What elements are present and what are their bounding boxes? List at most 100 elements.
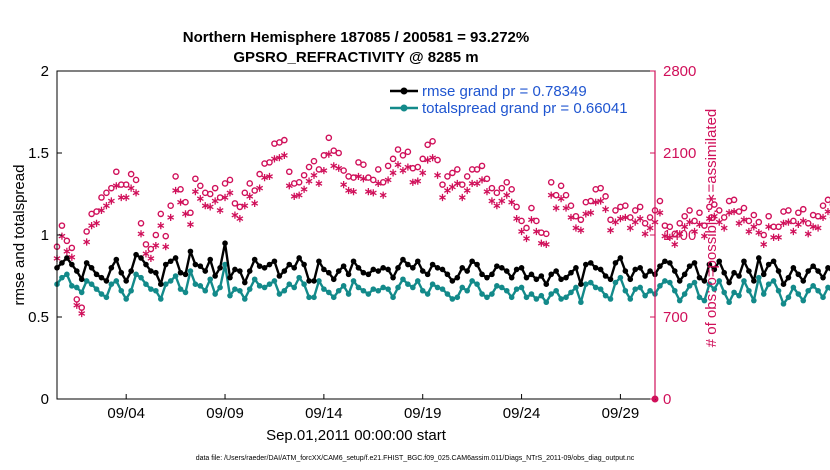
x-axis-label: Sep.01,2011 00:00:00 start — [266, 427, 447, 444]
totalspread-point — [795, 291, 802, 297]
rmse-point — [627, 276, 634, 283]
totalspread-point — [222, 261, 228, 268]
rmse-point — [479, 271, 485, 278]
totalspread-point — [162, 281, 169, 288]
obs-possible-point — [508, 186, 515, 193]
obs-possible-point — [567, 202, 575, 210]
rmse-point — [825, 265, 830, 271]
x-tick-label: 09/24 — [503, 405, 541, 422]
rmse-point — [597, 266, 604, 273]
obs-possible-point — [434, 156, 441, 164]
obs-possible-point — [523, 224, 530, 232]
rmse-point — [246, 268, 253, 274]
obs-assimilated-point — [315, 179, 323, 188]
rmse-point — [237, 268, 243, 274]
x-tick-label: 09/14 — [305, 405, 343, 422]
obs-possible-point — [231, 200, 239, 207]
totalspread-point — [59, 274, 65, 281]
obs-assimilated-point — [251, 199, 259, 207]
obs-assimilated-point — [369, 189, 377, 197]
obs-assimilated-point — [784, 218, 792, 226]
y-left-tick-label: 0 — [41, 391, 49, 408]
totalspread-point — [345, 291, 352, 297]
obs-possible-point — [172, 173, 179, 180]
rmse-point — [98, 274, 105, 281]
rmse-point — [523, 274, 530, 281]
totalspread-point — [266, 281, 273, 288]
obs-assimilated-point — [666, 233, 674, 241]
obs-possible-point — [108, 184, 115, 192]
totalspread-point — [775, 287, 782, 294]
totalspread-point — [721, 289, 727, 296]
totalspread-point — [271, 278, 278, 284]
rmse-point — [696, 274, 703, 281]
totalspread-point — [508, 294, 515, 301]
rmse-point — [439, 266, 446, 273]
data-file-footnote: data file: /Users/raeder/DAI/ATM_forcXX/… — [196, 455, 635, 462]
totalspread-point — [237, 287, 243, 294]
obs-possible-point — [755, 218, 763, 226]
totalspread-point — [553, 287, 559, 294]
obs-assimilated-point — [597, 197, 605, 205]
obs-assimilated-point — [528, 216, 535, 224]
rmse-point — [454, 274, 461, 281]
rmse-point — [508, 274, 515, 281]
totalspread-point — [587, 279, 594, 286]
obs-assimilated-point — [799, 217, 807, 225]
rmse-point — [405, 261, 411, 268]
rmse-point — [242, 279, 248, 286]
rmse-point — [217, 265, 223, 271]
rmse-point — [286, 261, 293, 268]
rmse-point — [390, 274, 396, 281]
obs-assimilated-point — [448, 183, 456, 191]
obs-possible-point — [547, 178, 555, 186]
obs-possible-point — [360, 161, 367, 169]
obs-assimilated-point — [493, 202, 501, 210]
obs-possible-point — [750, 211, 758, 219]
obs-assimilated-point — [231, 211, 239, 219]
totalspread-point — [790, 284, 797, 291]
rmse-point — [795, 271, 802, 278]
obs-possible-point — [760, 231, 768, 239]
obs-assimilated-point — [557, 195, 565, 203]
obs-possible-point — [414, 163, 422, 171]
rmse-point — [810, 263, 816, 269]
obs-possible-point — [137, 219, 145, 227]
totalspread-point — [454, 294, 461, 301]
obs-assimilated-point — [320, 166, 328, 175]
rmse-point — [474, 261, 480, 268]
rmse-point — [592, 265, 599, 271]
rmse-point — [162, 261, 169, 268]
rmse-point — [548, 271, 555, 278]
totalspread-point — [617, 274, 624, 281]
totalspread-point — [148, 286, 154, 292]
obs-possible-point — [58, 222, 66, 229]
obs-possible-point — [157, 210, 165, 218]
obs-possible-point — [226, 176, 234, 184]
rmse-point — [172, 255, 179, 261]
obs-possible-point — [706, 203, 713, 211]
obs-possible-point — [404, 148, 412, 156]
obs-assimilated-point — [419, 169, 427, 177]
rmse-point — [355, 265, 362, 271]
totalspread-point — [410, 284, 416, 291]
rmse-point — [69, 261, 75, 268]
totalspread-point — [449, 296, 456, 302]
obs-possible-point — [68, 244, 76, 252]
rmse-point — [118, 269, 125, 276]
totalspread-point — [301, 281, 307, 288]
totalspread-point — [583, 281, 589, 288]
totalspread-point — [755, 274, 762, 281]
rmse-point — [153, 269, 159, 276]
rmse-point — [805, 268, 812, 274]
totalspread-point — [810, 283, 816, 289]
rmse-point — [701, 278, 708, 284]
totalspread-point — [385, 286, 391, 292]
y-left-tick-label: 2 — [41, 63, 49, 80]
obs-assimilated-point — [814, 224, 822, 232]
obs-assimilated-point — [453, 179, 461, 188]
totalspread-point — [118, 287, 125, 294]
obs-assimilated-point — [577, 226, 585, 234]
obs-assimilated-point — [473, 179, 481, 188]
